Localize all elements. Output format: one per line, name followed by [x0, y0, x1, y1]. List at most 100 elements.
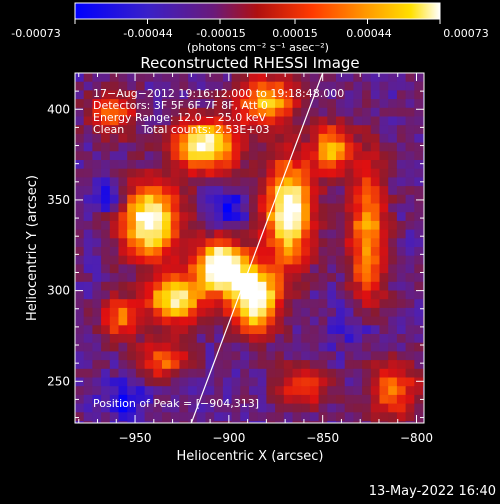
heatmap-cell	[405, 220, 415, 230]
heatmap-cell	[214, 316, 224, 326]
heatmap-cell	[301, 116, 311, 126]
heatmap-cell	[240, 229, 250, 239]
heatmap-cell	[370, 73, 380, 83]
heatmap-cell	[292, 273, 302, 283]
heatmap-cell	[231, 73, 241, 83]
heatmap-cell	[292, 351, 302, 361]
heatmap-cell	[188, 186, 198, 196]
heatmap-cell	[196, 133, 206, 143]
heatmap-cell	[92, 229, 102, 239]
heatmap-cell	[92, 142, 102, 152]
heatmap-cell	[205, 264, 215, 274]
heatmap-cell	[188, 290, 198, 300]
heatmap-cell	[388, 386, 398, 396]
heatmap-cell	[75, 133, 85, 143]
heatmap-cell	[353, 90, 363, 100]
heatmap-cell	[240, 394, 250, 404]
heatmap-cell	[92, 421, 102, 423]
heatmap-cell	[388, 334, 398, 344]
colorbar-tick-label: -0.00015	[196, 27, 245, 40]
heatmap-cell	[118, 90, 128, 100]
heatmap-cell	[92, 316, 102, 326]
heatmap-cell	[127, 125, 137, 135]
heatmap-cell	[396, 238, 406, 248]
heatmap-cell	[388, 412, 398, 422]
heatmap-cell	[388, 368, 398, 378]
heatmap-cell	[275, 194, 285, 204]
heatmap-cell	[301, 151, 311, 161]
heatmap-cell	[292, 203, 302, 213]
heatmap-cell	[405, 168, 415, 178]
heatmap-cell	[222, 394, 232, 404]
heatmap-cell	[188, 264, 198, 274]
heatmap-cell	[318, 290, 328, 300]
heatmap-cell	[231, 377, 241, 387]
heatmap-cell	[179, 238, 189, 248]
heatmap-cell	[414, 238, 424, 248]
heatmap-cell	[109, 403, 119, 413]
heatmap-cell	[266, 81, 276, 91]
heatmap-cell	[135, 151, 145, 161]
heatmap-cell	[170, 403, 180, 413]
heatmap-cell	[109, 142, 119, 152]
heatmap-cell	[135, 142, 145, 152]
heatmap-cell	[101, 142, 111, 152]
heatmap-cell	[275, 142, 285, 152]
heatmap-cell	[222, 177, 232, 187]
heatmap-cell	[292, 142, 302, 152]
heatmap-cell	[179, 177, 189, 187]
heatmap-cell	[170, 334, 180, 344]
heatmap-cell	[266, 212, 276, 222]
heatmap-cell	[214, 264, 224, 274]
heatmap-cell	[83, 238, 93, 248]
heatmap-cell	[344, 247, 354, 257]
heatmap-cell	[257, 238, 267, 248]
heatmap-cell	[135, 212, 145, 222]
heatmap-cell	[353, 73, 363, 83]
heatmap-cell	[414, 90, 424, 100]
heatmap-cell	[370, 316, 380, 326]
heatmap-cell	[240, 177, 250, 187]
heatmap-cell	[257, 368, 267, 378]
heatmap-cell	[318, 220, 328, 230]
heatmap-cell	[188, 403, 198, 413]
heatmap-cell	[327, 264, 337, 274]
heatmap-cell	[327, 177, 337, 187]
heatmap-cell	[240, 99, 250, 109]
heatmap-cell	[179, 160, 189, 170]
heatmap-cell	[405, 133, 415, 143]
heatmap-cell	[75, 203, 85, 213]
heatmap-cell	[127, 377, 137, 387]
heatmap-cell	[144, 238, 154, 248]
heatmap-cell	[179, 90, 189, 100]
heatmap-cell	[362, 168, 372, 178]
heatmap-cell	[83, 394, 93, 404]
heatmap-cell	[170, 394, 180, 404]
heatmap-cell	[405, 247, 415, 257]
heatmap-cell	[135, 403, 145, 413]
heatmap-cell	[222, 316, 232, 326]
heatmap-cell	[249, 107, 259, 117]
heatmap-cell	[379, 247, 389, 257]
heatmap-cell	[179, 212, 189, 222]
heatmap-cell	[257, 325, 267, 335]
heatmap-cell	[266, 368, 276, 378]
heatmap-cell	[309, 386, 319, 396]
heatmap-cell	[83, 368, 93, 378]
heatmap-cell	[362, 73, 372, 83]
heatmap-cell	[127, 342, 137, 352]
heatmap-cell	[214, 255, 224, 265]
heatmap-cell	[414, 342, 424, 352]
heatmap-cell	[414, 116, 424, 126]
heatmap-cell	[214, 220, 224, 230]
heatmap-cell	[344, 421, 354, 423]
heatmap-cell	[153, 403, 163, 413]
heatmap-cell	[249, 81, 259, 91]
heatmap-cell	[231, 290, 241, 300]
heatmap-cell	[301, 212, 311, 222]
heatmap-cell	[127, 394, 137, 404]
heatmap-cell	[144, 412, 154, 422]
heatmap-cell	[396, 177, 406, 187]
heatmap-cell	[362, 203, 372, 213]
heatmap-cell	[318, 299, 328, 309]
